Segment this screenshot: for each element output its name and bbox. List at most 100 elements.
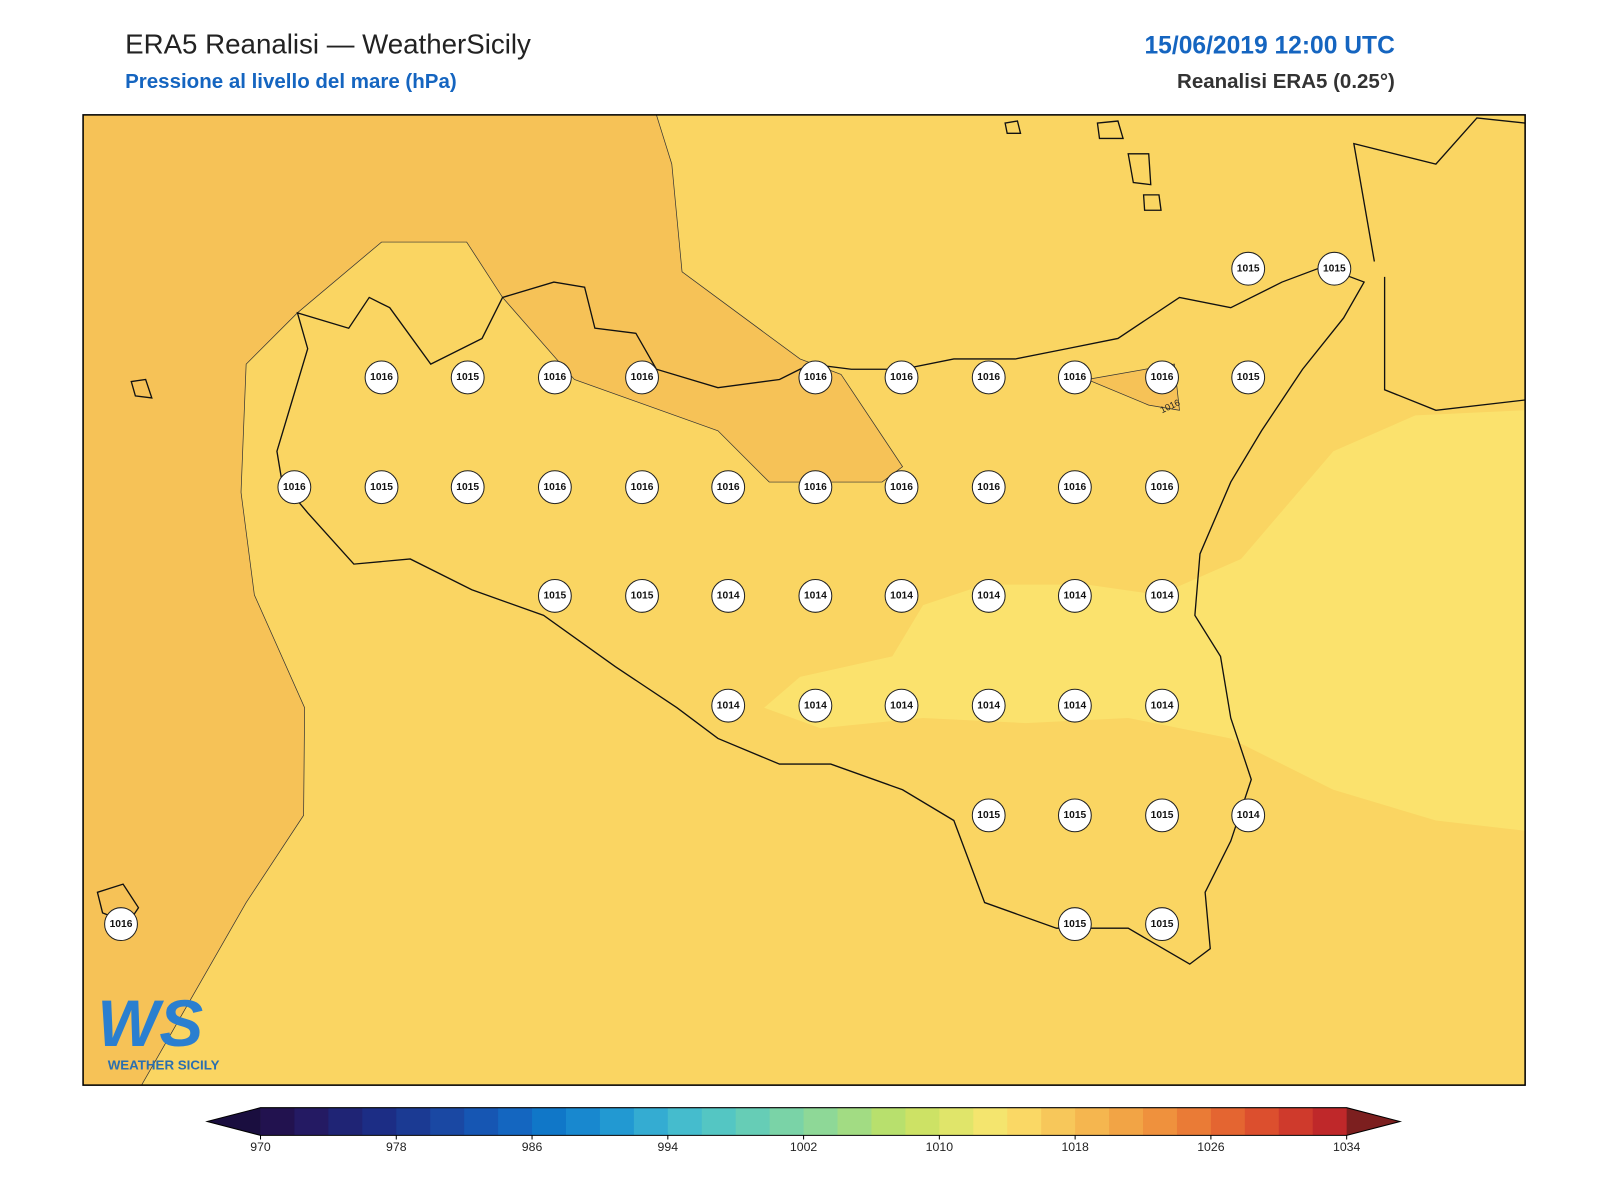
station-value: 1016 (543, 482, 566, 493)
station-marker (1231, 251, 1266, 286)
colorbar-swatch (396, 1107, 431, 1136)
colorbar-tick-label: 1034 (1333, 1140, 1361, 1154)
station-value: 1015 (977, 810, 1000, 821)
station-marker (450, 470, 485, 505)
station-value: 1014 (977, 700, 1000, 711)
station-marker (884, 688, 919, 723)
station-value: 1016 (977, 482, 1000, 493)
station-marker (450, 360, 485, 395)
station-marker (798, 688, 833, 723)
colorbar-swatch (362, 1107, 397, 1136)
station-value: 1015 (631, 591, 654, 602)
colorbar: 970 978 986 994 1002 1010 1018 1026 1034 (205, 1107, 1403, 1154)
colorbar-tick-label: 986 (522, 1140, 543, 1154)
station-value: 1014 (717, 700, 740, 711)
station-marker (711, 578, 746, 613)
colorbar-over (1346, 1107, 1400, 1136)
colorbar-swatch (430, 1107, 465, 1136)
colorbar-swatch (1143, 1107, 1178, 1136)
station-value: 1016 (1151, 372, 1174, 383)
station-value: 1014 (1151, 700, 1174, 711)
station-marker (1145, 688, 1179, 723)
logo-name: WEATHER SICILY (108, 1058, 220, 1073)
station-value: 1014 (717, 591, 740, 602)
title: ERA5 Reanalisi — WeatherSicily (125, 28, 531, 59)
colorbar-swatch (769, 1107, 805, 1136)
station-marker (971, 360, 1006, 395)
colorbar-tick-label: 978 (386, 1140, 407, 1154)
station-marker (798, 470, 833, 505)
station-value: 1016 (1063, 372, 1086, 383)
source: Reanalisi ERA5 (0.25°) (1177, 70, 1395, 93)
colorbar-tick-label: 970 (250, 1140, 271, 1154)
colorbar-swatch (1312, 1107, 1348, 1136)
colorbar-swatch (837, 1107, 872, 1136)
colorbar-swatch (1075, 1107, 1110, 1136)
coastline (1353, 117, 1526, 411)
island (130, 120, 1162, 399)
colorbar-swatch (1278, 1107, 1314, 1136)
colorbar-swatch (498, 1107, 533, 1136)
colorbar-swatch (464, 1107, 499, 1136)
station-value: 1014 (1063, 591, 1086, 602)
colorbar-swatch (260, 1107, 295, 1136)
station-marker (1231, 798, 1266, 833)
station-marker (537, 470, 572, 505)
station-value: 1014 (804, 700, 827, 711)
station-marker (884, 578, 919, 613)
map: 1015 1015 1016 1015 1016 1016 1016 1016 1016 1016… (82, 114, 1526, 1086)
subtitle: Pressione al livello del mare (hPa) (125, 70, 457, 93)
station-marker (884, 360, 919, 395)
colorbar-swatch (1007, 1107, 1042, 1136)
station-value: 1016 (283, 482, 306, 493)
station-value: 1015 (1151, 919, 1174, 930)
station-value: 1015 (1063, 810, 1086, 821)
low-pressure-area (764, 410, 1526, 831)
colorbar-swatch (871, 1107, 906, 1136)
station-value: 1014 (1151, 591, 1174, 602)
station-marker (971, 798, 1006, 833)
station-marker (1145, 578, 1179, 613)
map-frame (82, 114, 1526, 1086)
colorbar-tick-label: 1026 (1197, 1140, 1225, 1154)
colorbar-swatch (599, 1107, 635, 1136)
station-marker (1057, 907, 1092, 942)
station-marker (1317, 251, 1352, 286)
station-value: 1015 (1323, 263, 1346, 274)
colorbar-swatch (565, 1107, 601, 1136)
station-value: 1016 (1063, 482, 1086, 493)
station-value: 1016 (804, 482, 827, 493)
station-marker (277, 470, 312, 505)
station-marker (537, 360, 572, 395)
colorbar-swatch (1041, 1107, 1076, 1136)
station-value: 1015 (370, 482, 393, 493)
colorbar-tick-label: 1010 (926, 1140, 954, 1154)
colorbar-tick-label: 1002 (790, 1140, 818, 1154)
station-value: 1016 (890, 482, 913, 493)
colorbar-tick-label: 994 (658, 1140, 679, 1154)
station-marker (537, 578, 572, 613)
station-marker (971, 470, 1006, 505)
colorbar-swatch (294, 1107, 329, 1136)
station-marker (625, 360, 659, 395)
station-value: 1016 (543, 372, 566, 383)
station-value: 1014 (804, 591, 827, 602)
colorbar-tick-label: 1018 (1061, 1140, 1089, 1154)
station-value: 1016 (631, 372, 654, 383)
station-value: 1015 (1237, 263, 1260, 274)
station-value: 1015 (1151, 810, 1174, 821)
station-marker (711, 470, 746, 505)
colorbar-swatch (532, 1107, 567, 1136)
station-marker (971, 688, 1006, 723)
station-marker (625, 470, 659, 505)
colorbar-swatch (701, 1107, 737, 1136)
station-marker (1057, 360, 1092, 395)
colorbar-swatch (1109, 1107, 1144, 1136)
colorbar-swatch (905, 1107, 940, 1136)
station-marker (884, 470, 919, 505)
station-marker (1057, 798, 1092, 833)
station-marker (711, 688, 746, 723)
station-value: 1014 (977, 591, 1000, 602)
logo-mark: WS (97, 987, 203, 1060)
